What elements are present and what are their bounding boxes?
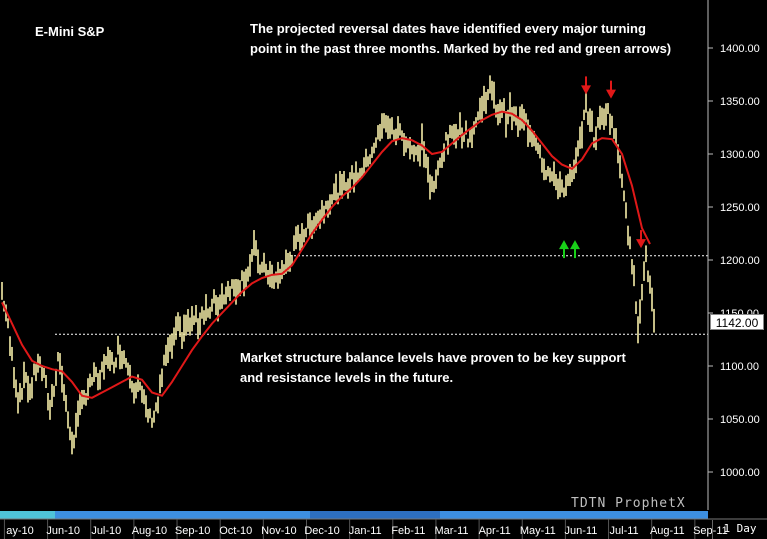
x-tick-label: Apr-11	[479, 525, 511, 537]
y-tick-label: 1000.00	[720, 467, 760, 479]
x-tick-label: Jul-11	[610, 525, 639, 537]
y-tick-label: 1100.00	[720, 361, 759, 373]
x-tick-label: ay-10	[6, 525, 34, 537]
x-tick-label: Nov-10	[261, 525, 296, 537]
red-arrow	[606, 80, 616, 99]
time-band-segment	[310, 511, 440, 519]
x-tick-label: Sep-11	[693, 525, 728, 537]
time-band-segment	[0, 511, 55, 519]
x-axis: ay-10 Jun-10 Jul-10 Aug-10 Sep-10 Oct-10 Nov-1…	[0, 511, 767, 539]
red-arrow-head	[636, 239, 646, 249]
annotation-balance-levels: Market structure balance levels have pro…	[240, 350, 626, 385]
chart-title: E-Mini S&P	[35, 24, 105, 39]
green-arrow	[559, 240, 569, 259]
annotation-reversal-dates: The projected reversal dates have identi…	[250, 21, 672, 56]
y-tick-label: 1300.00	[720, 149, 760, 161]
last-price-label: 1142.00	[710, 314, 764, 330]
y-axis: 1000.001050.001100.001150.001200.001250.…	[707, 0, 760, 510]
plot-area	[1, 75, 708, 455]
x-tick-label: Jun-10	[46, 525, 80, 537]
x-tick-label: Jan-11	[349, 525, 382, 537]
y-tick-label: 1400.00	[720, 43, 760, 55]
watermark: TDTN ProphetX	[571, 496, 686, 511]
x-tick-label: Sep-10	[175, 525, 210, 537]
x-tick-label: Aug-10	[132, 525, 167, 537]
x-tick-label: Feb-11	[391, 525, 425, 537]
x-tick-label: Oct-10	[219, 525, 252, 537]
x-tick-label: Jun-11	[565, 525, 598, 537]
y-tick-label: 1200.00	[720, 255, 760, 267]
x-tick-label: Aug-11	[650, 525, 685, 537]
red-arrow	[636, 230, 646, 249]
y-tick-label: 1250.00	[720, 202, 760, 214]
red-arrow	[581, 76, 591, 95]
green-arrow-head	[559, 240, 569, 250]
x-tick-label: Mar-11	[434, 525, 468, 537]
timeframe-selector[interactable]: 1 Day	[712, 520, 767, 539]
y-tick-label: 1050.00	[720, 414, 760, 426]
x-tick-label: Jul-10	[91, 525, 121, 537]
red-arrow-head	[606, 89, 616, 99]
x-tick-label: Dec-10	[304, 525, 339, 537]
y-tick-label: 1350.00	[720, 96, 760, 108]
red-arrow-head	[581, 85, 591, 95]
x-tick-label: May-11	[520, 525, 556, 537]
moving-average-line	[1, 110, 651, 399]
green-arrow-head	[570, 240, 580, 250]
green-arrow	[570, 240, 580, 259]
